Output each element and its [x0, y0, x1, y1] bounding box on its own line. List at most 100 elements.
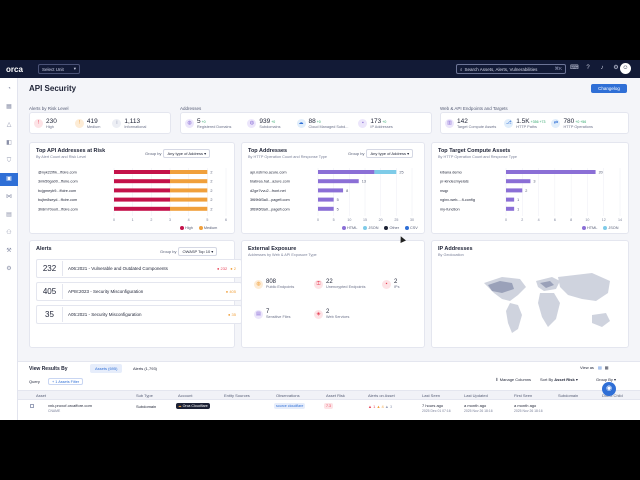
column-header[interactable]: Observations: [276, 393, 300, 398]
group-by-results-control[interactable]: Group By ▾: [596, 377, 617, 382]
bar-html[interactable]: [318, 197, 334, 202]
sidebar-dashboard-icon[interactable]: ◔: [7, 86, 11, 92]
list-view-icon[interactable]: ▤: [597, 365, 602, 370]
stat-high[interactable]: ! 230 High: [34, 118, 57, 129]
bar-html[interactable]: [318, 188, 344, 193]
legend-csv[interactable]: CSV: [404, 226, 418, 230]
legend-medium[interactable]: Medium: [198, 226, 217, 230]
sidebar-api-icon[interactable]: ▣: [0, 173, 18, 186]
unit-select[interactable]: Select Unit ▾: [38, 64, 80, 74]
row-label[interactable]: d2ge7vvu2...front.net: [250, 189, 287, 193]
bar-html[interactable]: [506, 197, 515, 202]
exposure-ips[interactable]: ▪ 2 IPs: [382, 279, 400, 289]
grid-view-icon[interactable]: ▦: [604, 365, 609, 370]
group-by-select[interactable]: Any type of Address ▾: [366, 149, 414, 158]
row-label[interactable]: 3f69t6f3a0...pagefi.com: [250, 207, 290, 211]
stat-http-operations[interactable]: ⇄ 780 +0 +56 HTTP Operations: [551, 118, 593, 129]
row-label[interactable]: api.nstrmo.azure.com: [250, 171, 287, 175]
exposure-web-services[interactable]: ◈ 2 Web Services: [314, 309, 349, 319]
manage-columns-button[interactable]: ⫴ Manage Columns: [496, 377, 531, 382]
row-label[interactable]: kibana demo: [440, 171, 462, 175]
bar-html[interactable]: [318, 206, 334, 211]
column-header[interactable]: Entity Sources: [224, 393, 250, 398]
legend-json[interactable]: JSON: [603, 226, 618, 230]
bell-icon[interactable]: ♪: [600, 65, 604, 71]
column-header[interactable]: Asset Risk: [326, 393, 345, 398]
avatar[interactable]: ☺: [620, 63, 631, 74]
group-by-control[interactable]: Group by Any type of Address ▾: [348, 149, 414, 158]
bar-html[interactable]: [506, 170, 596, 174]
orca-logo[interactable]: orca: [6, 64, 23, 74]
bar-json[interactable]: [374, 170, 397, 174]
legend-high[interactable]: High: [180, 226, 193, 230]
column-header[interactable]: First Seen: [514, 393, 533, 398]
stat-ip-addresses[interactable]: ▪ 173 +0 IP Addresses: [358, 118, 393, 129]
group-by-select[interactable]: Any type of Address ▾: [163, 149, 211, 158]
exposure-unencrypted-endpoints[interactable]: ⚿ 22 Unencrypted Endpoints: [314, 279, 365, 289]
asset-name[interactable]: vnk.proxof.orcaffore.com: [48, 403, 92, 408]
row-label[interactable]: @nyk22lfrk...ffoire.com: [38, 171, 77, 175]
row-label[interactable]: pr-kindecmyelats: [440, 180, 469, 184]
bar-high[interactable]: [114, 197, 170, 202]
global-search-input[interactable]: ⌕ Search Assets, Alerts, Vulnerabilities…: [456, 64, 566, 74]
bar-high[interactable]: [114, 170, 170, 174]
help-chat-button[interactable]: ◉: [602, 382, 616, 396]
stat-cloud-managed[interactable]: ☁ 88 +0 Cloud Managed Subd...: [296, 118, 348, 129]
group-by-control[interactable]: Group by OWASP Top 10 ▾: [160, 247, 218, 256]
group-by-control[interactable]: Group by Any type of Address ▾: [145, 149, 211, 158]
stat-subdomains[interactable]: ◍ 939 +0 Subdomains: [247, 118, 281, 129]
sidebar-alerts-icon[interactable]: △: [6, 122, 12, 128]
alert-group-row[interactable]: 405 API8:2023 - Security Misconfiguratio…: [36, 282, 242, 301]
bar-medium[interactable]: [170, 206, 208, 211]
stat-target-compute[interactable]: ▥ 142 Target Compute Assets: [445, 118, 496, 129]
group-by-select[interactable]: OWASP Top 10 ▾: [178, 247, 218, 256]
alert-group-row[interactable]: 35 A05:2021 - Security Misconfiguration …: [36, 305, 242, 324]
sidebar-network-icon[interactable]: ⋈: [6, 194, 12, 200]
row-label[interactable]: 3h8m70oo0...ffoire.com: [38, 207, 78, 211]
bar-html[interactable]: [506, 179, 531, 184]
legend-html[interactable]: HTML: [342, 226, 357, 230]
exposure-sensitive-files[interactable]: ▤ 7 Sensitive Files: [254, 309, 290, 319]
exposure-public-endpoints[interactable]: ◍ 808 Public Endpoints: [254, 279, 294, 289]
column-header[interactable]: Subdomain: [558, 393, 579, 398]
stat-informational[interactable]: i 1,113 Informational: [112, 118, 146, 129]
bar-medium[interactable]: [170, 188, 208, 193]
sidebar-users-icon[interactable]: ⚇: [6, 230, 12, 236]
column-header[interactable]: Asset: [36, 393, 47, 398]
column-header[interactable]: Last Seen: [422, 393, 441, 398]
bar-medium[interactable]: [170, 197, 208, 202]
sidebar-shield-icon[interactable]: ⛉: [6, 158, 12, 164]
bar-high[interactable]: [114, 206, 170, 211]
legend-other[interactable]: Other: [384, 226, 399, 230]
row-label[interactable]: blabrea.hat...azure.com: [250, 180, 290, 184]
row-label[interactable]: my-function: [440, 207, 460, 211]
bar-high[interactable]: [114, 179, 170, 184]
bar-html[interactable]: [506, 188, 523, 193]
row-checkbox[interactable]: [30, 404, 34, 408]
legend-html[interactable]: HTML: [582, 226, 597, 230]
keyboard-icon[interactable]: ⌨: [570, 65, 579, 71]
column-header[interactable]: Direct Child: [602, 393, 623, 398]
sidebar-doc-icon[interactable]: ▤: [6, 212, 12, 218]
bar-medium[interactable]: [170, 179, 208, 184]
row-label[interactable]: bujtm8seyd...ffoire.com: [38, 198, 77, 202]
legend-json[interactable]: JSON: [363, 226, 378, 230]
sort-by-control[interactable]: Sort By Asset Risk ▾: [540, 377, 578, 382]
gear-icon[interactable]: ⚙: [613, 65, 619, 71]
row-label[interactable]: 3f69t6f3a0...pagefi.com: [250, 198, 290, 202]
bar-html[interactable]: [318, 170, 375, 174]
sidebar-cube-icon[interactable]: ◧: [6, 140, 12, 146]
stat-registered-domains[interactable]: ◍ 5 +0 Registered Domains: [185, 118, 231, 129]
sidebar-inventory-icon[interactable]: ▦: [6, 104, 12, 110]
world-map[interactable]: [432, 241, 630, 349]
stat-medium[interactable]: ! 419 Medium: [74, 118, 100, 129]
bar-medium[interactable]: [170, 170, 208, 174]
tab-alerts[interactable]: Alerts (1,793): [133, 366, 158, 371]
row-label[interactable]: nginx-web-...fi-config: [440, 198, 475, 202]
row-label[interactable]: nsqp: [440, 189, 448, 193]
bar-html[interactable]: [318, 179, 359, 184]
column-header[interactable]: Sub Type: [136, 393, 153, 398]
changelog-button[interactable]: Changelog: [591, 84, 627, 93]
assets-filter-chip[interactable]: + 1 Assets Filter: [48, 378, 84, 385]
bar-high[interactable]: [114, 188, 170, 193]
